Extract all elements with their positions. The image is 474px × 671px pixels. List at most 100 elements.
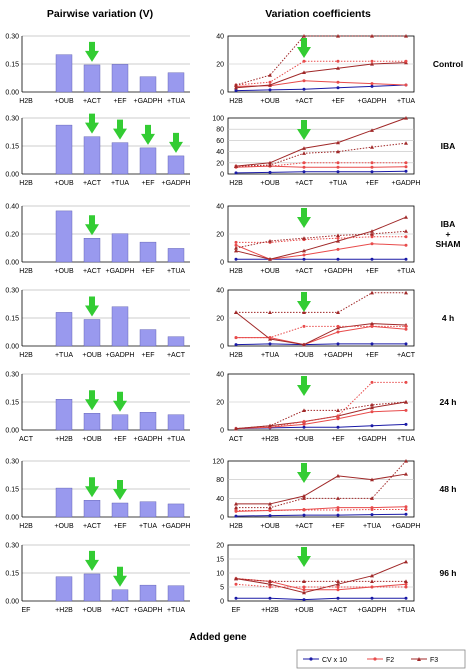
series-line-f3 (235, 401, 407, 430)
condition-label: IBA (441, 141, 456, 151)
data-point (404, 257, 408, 261)
legend-f2-marker (373, 657, 377, 661)
data-point (234, 501, 238, 506)
category-label: EF (22, 607, 31, 614)
data-point (234, 576, 238, 581)
condition-label: 48 h (439, 484, 456, 494)
data-point (234, 310, 238, 314)
category-label: +ACT (83, 180, 102, 187)
data-point (336, 596, 340, 600)
y-tick-label: 40 (216, 372, 224, 379)
data-point (404, 34, 408, 38)
data-point (404, 508, 408, 512)
series-line-f3 (236, 473, 407, 505)
data-point (370, 161, 374, 165)
data-point (336, 508, 340, 512)
y-tick-label: 0.40 (5, 204, 19, 211)
data-point (234, 508, 238, 512)
data-point (336, 257, 340, 261)
data-point (234, 343, 238, 347)
data-point (336, 34, 340, 38)
y-tick-label: 0.20 (5, 232, 19, 239)
category-label: H2B (229, 180, 243, 187)
data-point (370, 34, 374, 38)
category-label: +EF (141, 268, 154, 275)
data-point (370, 257, 374, 261)
y-tick-label: 10 (216, 571, 224, 578)
data-point (302, 151, 306, 155)
data-point (234, 514, 238, 518)
bar (55, 54, 73, 93)
category-label: +OUB (294, 607, 314, 614)
y-tick-label: 0 (220, 260, 224, 267)
data-point (370, 579, 374, 583)
line-chart-iba-sham: 0 20 40 H2B +OUB +ACT +GADPH +EF +TUA (216, 204, 415, 276)
data-point (370, 402, 374, 407)
y-tick-label: 20 (216, 232, 224, 239)
y-tick-label: 0 (220, 90, 224, 97)
bar (83, 136, 101, 175)
category-label: +GADPH (324, 352, 353, 359)
data-point (302, 59, 306, 63)
bar (111, 414, 129, 431)
y-tick-label: 0.00 (5, 260, 19, 267)
category-label: +EF (141, 180, 154, 187)
y-tick-label: 0 (220, 599, 224, 606)
category-label: +EF (113, 436, 126, 443)
bar (111, 306, 129, 347)
data-point (336, 239, 340, 243)
data-point (336, 66, 340, 70)
category-label: ACT (19, 436, 34, 443)
data-point (404, 422, 408, 426)
bar (167, 336, 185, 347)
y-tick-label: 0.15 (5, 144, 19, 151)
data-point (404, 83, 408, 87)
data-point (302, 165, 306, 169)
category-label: +ACT (329, 607, 348, 614)
data-point (370, 324, 374, 328)
line-chart-4-h: 0 20 40 H2B +TUA +OUB +GADPH +EF +ACT (216, 288, 416, 360)
data-point (336, 247, 340, 251)
data-point (336, 588, 340, 592)
data-point (234, 336, 238, 340)
category-label: +GADPH (358, 436, 387, 443)
data-point (370, 84, 374, 88)
bar-chart-iba: 0.00 0.15 0.30 H2B +OUB +ACT +TUA +EF +GADPH (5, 113, 190, 187)
y-tick-label: 0.00 (5, 428, 19, 435)
bar (111, 142, 129, 175)
green-arrow-icon (113, 391, 127, 412)
data-point (370, 235, 374, 239)
category-label: H2B (229, 523, 243, 530)
bar (55, 124, 73, 175)
data-point (302, 79, 306, 83)
green-arrow-icon (85, 41, 99, 62)
series-line-f2 (236, 162, 406, 167)
y-tick-label: 40 (216, 34, 224, 41)
bar (139, 241, 157, 263)
data-point (370, 128, 374, 132)
data-point (268, 73, 272, 77)
category-label: +EF (331, 436, 344, 443)
series-line-f3 (236, 460, 407, 509)
category-label: H2B (19, 98, 33, 105)
category-label: +TUA (167, 98, 185, 105)
condition-label: 4 h (442, 313, 454, 323)
y-tick-label: 20 (216, 62, 224, 69)
y-tick-label: 20 (216, 316, 224, 323)
x-axis-title: Added gene (189, 632, 247, 643)
data-point (302, 420, 306, 424)
y-tick-label: 0.30 (5, 116, 19, 123)
category-label: +ACT (397, 352, 416, 359)
data-point (404, 141, 408, 145)
green-arrow-icon (297, 547, 311, 567)
bar (167, 248, 185, 263)
green-arrow-icon (297, 120, 311, 140)
data-point (370, 229, 374, 233)
data-point (336, 506, 340, 510)
category-label: +EF (365, 268, 378, 275)
category-label: +EF (331, 98, 344, 105)
series-line-f3 (235, 578, 406, 582)
bar (83, 413, 101, 431)
data-point (370, 573, 374, 578)
